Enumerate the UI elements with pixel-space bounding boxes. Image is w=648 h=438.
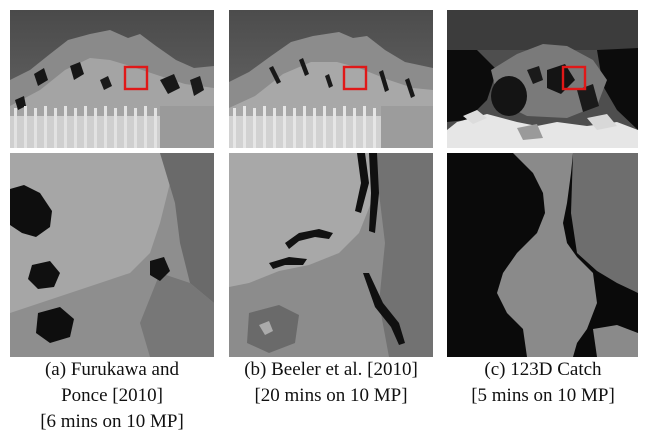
caption-b-line-1: (b) Beeler et al. [2010] — [244, 359, 418, 380]
caption-c-line-2: [5 mins on 10 MP] — [471, 385, 615, 406]
depth-map-zoom-c — [447, 153, 638, 357]
caption-a: (a) Furukawa and Ponce [2010] [6 mins on… — [4, 357, 220, 435]
depth-map-overview-c — [447, 10, 638, 148]
depth-map-zoom-a — [10, 153, 214, 357]
depth-map-overview-a — [10, 10, 214, 148]
caption-b-line-2: [20 mins on 10 MP] — [254, 385, 408, 406]
caption-b: (b) Beeler et al. [2010] [20 mins on 10 … — [216, 357, 446, 409]
caption-c-line-1: (c) 123D Catch — [484, 359, 602, 380]
caption-a-line-3: [6 mins on 10 MP] — [40, 411, 184, 432]
caption-a-line-2: Ponce [2010] — [61, 385, 163, 406]
depth-map-zoom-b — [229, 153, 433, 357]
caption-c: (c) 123D Catch [5 mins on 10 MP] — [442, 357, 644, 409]
caption-a-line-1: (a) Furukawa and — [44, 359, 179, 380]
depth-map-overview-b — [229, 10, 433, 148]
